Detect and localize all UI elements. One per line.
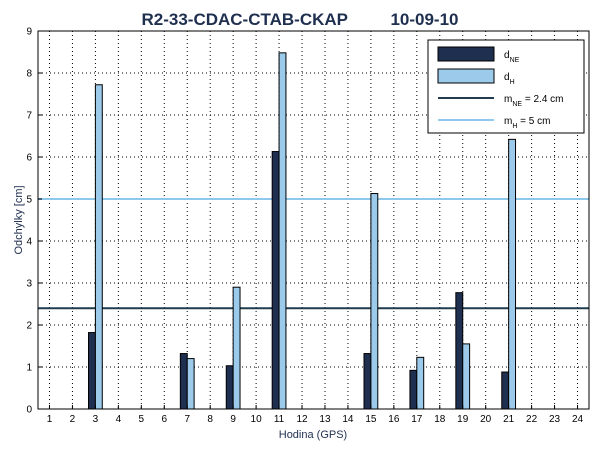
x-tick-label: 19	[457, 414, 469, 425]
chart-title-main: R2-33-CDAC-CTAB-CKAP	[141, 10, 347, 29]
y-tick-label: 8	[26, 69, 32, 80]
x-tick-label: 3	[93, 414, 99, 425]
bar-ne	[455, 292, 464, 410]
bar-ne	[501, 371, 510, 410]
bar-h	[232, 286, 241, 410]
x-tick-label: 16	[388, 414, 400, 425]
y-tick-label: 0	[26, 405, 32, 416]
legend-swatch-h	[437, 68, 495, 84]
legend-series-h-label: dH	[504, 72, 515, 86]
x-tick-label: 23	[549, 414, 561, 425]
x-tick-label: 7	[184, 414, 190, 425]
x-axis-ticks: 1 2 3 4 5 6 7 8 9 10 11 12 13 14 15 16 17 18 19 20 21 22 23 24	[47, 405, 584, 425]
x-tick-label: 6	[161, 414, 167, 425]
x-tick-label: 14	[342, 414, 354, 425]
bar-ne	[179, 353, 188, 410]
y-tick-label: 7	[26, 111, 32, 122]
bar-ne	[363, 353, 372, 410]
x-axis-label: Hodina (GPS)	[279, 429, 347, 441]
bar-ne	[88, 332, 96, 410]
x-tick-label: 10	[251, 414, 263, 425]
bar-h	[186, 358, 195, 410]
x-tick-label: 17	[411, 414, 423, 425]
chart-title-date: 10-09-10	[390, 10, 458, 29]
legend-series-ne-label: dNE	[504, 50, 520, 64]
x-tick-label: 4	[116, 414, 122, 425]
bar-h	[462, 343, 471, 410]
bar-ne	[271, 151, 280, 410]
y-tick-label: 2	[26, 321, 32, 332]
legend-ref-ne-label: mNE = 2.4 cm	[504, 94, 563, 108]
x-tick-label: 20	[480, 414, 492, 425]
reference-lines	[38, 198, 589, 310]
x-tick-label: 8	[207, 414, 213, 425]
bar-ne	[409, 369, 418, 410]
x-tick-label: 11	[274, 414, 285, 425]
legend-swatch-ne	[437, 46, 495, 62]
y-axis-label: Odchylky [cm]	[13, 185, 25, 254]
legend: dNE dH mNE = 2.4 cm mH = 5 cm	[427, 39, 585, 134]
y-tick-label: 5	[26, 195, 32, 206]
y-axis-ticks: 0 1 2 3 4 5 6 7 8 9	[26, 27, 42, 416]
bar-ne	[225, 365, 234, 410]
bar-h	[508, 138, 517, 410]
x-tick-label: 2	[70, 414, 76, 425]
x-tick-label: 21	[503, 414, 515, 425]
chart-title: R2-33-CDAC-CTAB-CKAP 10-09-10	[141, 10, 458, 29]
y-tick-label: 9	[26, 27, 32, 38]
x-tick-label: 12	[296, 414, 308, 425]
x-tick-label: 1	[47, 414, 53, 425]
bar-h	[278, 52, 287, 410]
y-tick-label: 3	[26, 279, 32, 290]
x-tick-label: 13	[319, 414, 331, 425]
x-tick-label: 5	[139, 414, 145, 425]
bar-h	[370, 193, 379, 410]
plot-frame	[37, 30, 590, 410]
legend-ref-h-label: mH = 5 cm	[504, 116, 550, 130]
y-tick-label: 4	[26, 237, 32, 248]
bar-h	[94, 84, 103, 410]
y-tick-label: 6	[26, 153, 32, 164]
x-tick-label: 24	[572, 414, 584, 425]
x-tick-label: 18	[434, 414, 446, 425]
y-tick-label: 1	[26, 363, 32, 374]
bar-h	[416, 356, 425, 410]
x-tick-label: 15	[365, 414, 377, 425]
x-tick-label: 9	[230, 414, 236, 425]
x-tick-label: 22	[526, 414, 538, 425]
